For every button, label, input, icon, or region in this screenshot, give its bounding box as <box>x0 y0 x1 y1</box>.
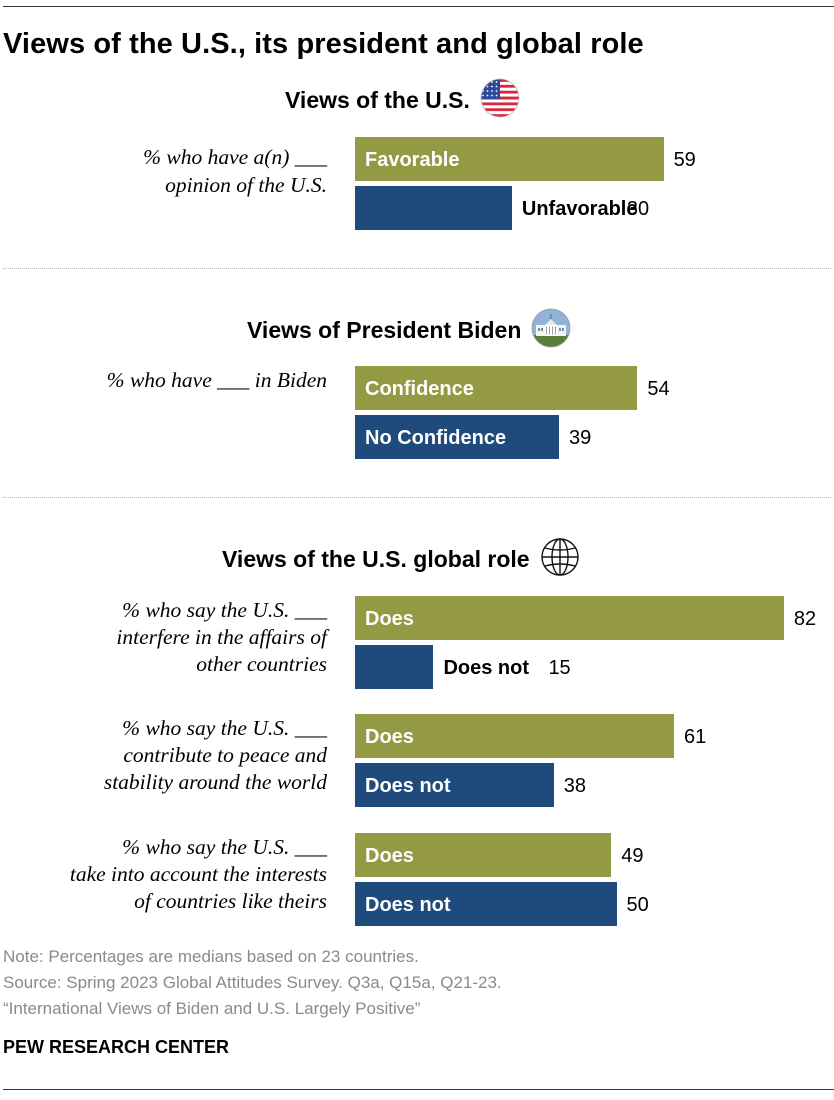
bar-value: 50 <box>626 894 649 916</box>
bar-label: Does not <box>443 657 529 679</box>
bar-label: Does not <box>365 775 451 797</box>
bar-label: No Confidence <box>365 427 507 449</box>
bar-positive: Favorable <box>355 137 664 181</box>
question-label: % who have a(n) ___ <box>143 145 327 169</box>
source-text: Source: Spring 2023 Global Attitudes Sur… <box>3 973 502 992</box>
globe-icon <box>540 537 580 582</box>
bar-value: 54 <box>647 378 670 400</box>
bar-value: 61 <box>684 726 707 748</box>
white-house-icon <box>531 308 571 353</box>
section-divider <box>3 497 831 498</box>
section-heading: Views of the U.S. global role <box>222 537 580 582</box>
note-text: Note: Percentages are medians based on 2… <box>3 947 419 966</box>
bar-negative: Does not <box>355 763 554 807</box>
question-label: stability around the world <box>103 770 327 794</box>
bar-value: 15 <box>548 657 571 679</box>
bar-label: Does <box>365 845 414 867</box>
question-label: of countries like theirs <box>134 889 327 913</box>
question-label: take into account the interests <box>69 862 327 886</box>
section-divider <box>3 268 831 269</box>
bar-positive: Confidence <box>355 366 638 410</box>
question-label: opinion of the U.S. <box>165 173 327 197</box>
bar-positive: Does <box>355 833 612 877</box>
bar-negative <box>355 645 434 689</box>
bar-value: 82 <box>793 608 817 630</box>
section-title: Views of the U.S. global role <box>222 545 530 572</box>
question-label: interfere in the affairs of <box>116 625 327 649</box>
bar-value: 38 <box>563 775 586 797</box>
bottom-rule <box>3 1089 834 1090</box>
bar-label: Confidence <box>365 378 474 400</box>
bar-value: 59 <box>673 149 696 171</box>
report-title-text: “International Views of Biden and U.S. L… <box>3 999 421 1018</box>
notes-block: Note: Percentages are medians based on 2… <box>3 944 502 1022</box>
chart-title: Views of the U.S., its president and glo… <box>3 28 644 60</box>
bar-label: Does not <box>365 894 451 916</box>
question-label: % who say the U.S. ___ <box>122 835 327 859</box>
bar-positive: Does <box>355 596 784 640</box>
question-label: % who say the U.S. ___ <box>122 598 327 622</box>
bar-value: 30 <box>626 198 650 220</box>
question-label: other countries <box>196 652 327 676</box>
bar-positive: Does <box>355 714 675 758</box>
pew-logo-text: PEW RESEARCH CENTER <box>3 1037 230 1057</box>
section-heading: Views of President Biden <box>247 308 571 353</box>
section-title: Views of President Biden <box>247 316 522 343</box>
bar-label: Favorable <box>365 149 460 171</box>
us-flag-icon <box>480 78 520 123</box>
bar-value: 39 <box>568 427 592 449</box>
question-label: % who say the U.S. ___ <box>122 716 327 740</box>
bar-label: Does <box>365 726 414 748</box>
question-label: contribute to peace and <box>123 743 327 767</box>
bar-negative: Does not <box>355 882 617 926</box>
question-label: % who have ___ in Biden <box>106 368 327 392</box>
bar-value: 49 <box>621 845 644 867</box>
bar-negative <box>355 186 512 230</box>
bar-negative: No Confidence <box>355 415 559 459</box>
section-heading: Views of the U.S. <box>285 78 520 123</box>
bar-label: Unfavorable <box>521 198 638 220</box>
bar-label: Does <box>365 608 414 630</box>
top-rule <box>3 6 834 7</box>
section-title: Views of the U.S. <box>285 86 470 113</box>
